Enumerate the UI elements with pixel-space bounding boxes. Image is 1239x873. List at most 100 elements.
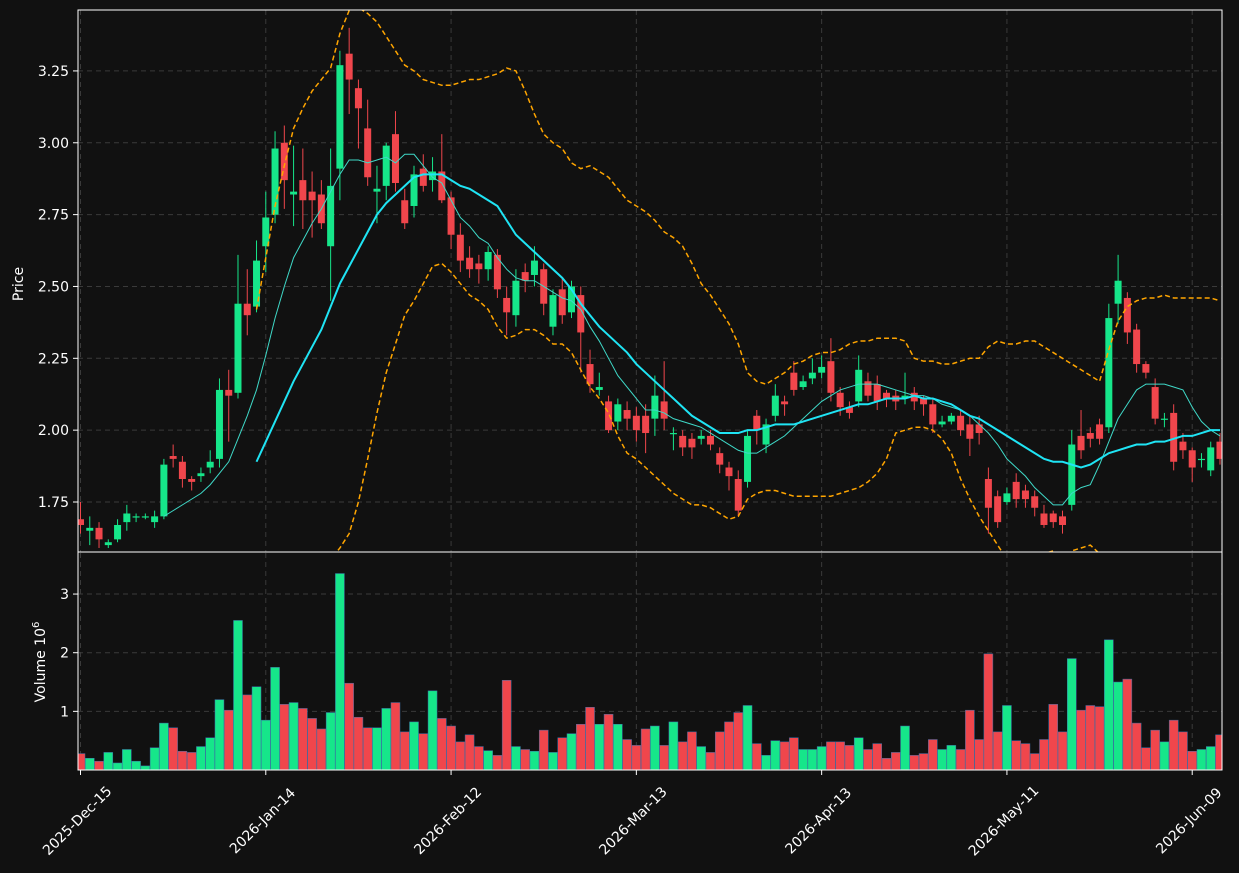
volume-bar	[1196, 749, 1207, 770]
candle-body	[262, 217, 270, 247]
candle-body	[1188, 450, 1196, 468]
volume-bar	[520, 749, 530, 770]
indicator-line	[255, 10, 1221, 385]
candle-body	[521, 272, 529, 281]
volume-bar	[557, 737, 567, 770]
volume-bar	[1067, 658, 1077, 770]
volume-bar	[761, 755, 771, 770]
candle-body	[308, 191, 316, 201]
candle-body	[975, 424, 983, 434]
volume-bar	[186, 752, 197, 770]
volume-bar	[131, 760, 141, 770]
volume-bar	[853, 737, 864, 770]
candle-body	[734, 479, 742, 511]
volume-bar	[1113, 681, 1123, 770]
candle-body	[623, 410, 631, 419]
volume-bar	[335, 573, 345, 770]
volume-axis-label-text: Volume 10	[33, 628, 49, 702]
volume-bar	[687, 731, 697, 770]
candle-body	[512, 280, 520, 316]
volume-bar	[1159, 741, 1170, 770]
candle-body	[1012, 481, 1020, 500]
volume-bar	[261, 719, 271, 770]
y-tick-label: 1	[60, 704, 69, 720]
candle-body	[929, 404, 937, 425]
candle-body	[327, 185, 335, 247]
volume-bar	[974, 739, 984, 770]
candle-body	[605, 401, 613, 431]
candle-body	[299, 180, 307, 201]
volume-bar	[1029, 753, 1040, 770]
volume-bar	[159, 722, 169, 770]
candle-body	[558, 289, 566, 316]
volume-bar	[381, 708, 391, 770]
volume-bar	[631, 745, 642, 770]
candle-body	[493, 254, 501, 290]
candle-body	[1133, 329, 1141, 365]
volume-bar	[214, 699, 225, 770]
volume-bar	[816, 746, 827, 770]
candle-body	[530, 260, 538, 275]
volume-bar	[233, 620, 243, 770]
volume-axis-label: Volume 106	[31, 622, 49, 703]
candle-body	[1003, 493, 1011, 502]
volume-bar	[1085, 705, 1096, 770]
volume-bar	[594, 724, 605, 770]
volume-bar	[1039, 739, 1049, 770]
y-tick-label: 2.75	[38, 208, 69, 224]
y-tick-label: 2.50	[38, 279, 69, 295]
candle-body	[215, 389, 223, 459]
candle-body	[391, 134, 399, 184]
volume-bar	[798, 749, 808, 770]
candle-body	[280, 142, 288, 181]
candle-body	[1197, 458, 1205, 461]
indicator-line	[335, 262, 1099, 552]
volume-bar	[353, 716, 364, 770]
volume-bar	[659, 745, 669, 770]
candle-body	[225, 389, 233, 396]
candle-body	[771, 395, 779, 416]
candle-body	[549, 295, 557, 327]
y-tick-label: 2.00	[38, 423, 69, 439]
candle-body	[373, 188, 381, 192]
volume-bar	[891, 752, 901, 770]
volume-bar	[677, 741, 688, 770]
candle-body	[151, 516, 159, 523]
candle-body	[410, 174, 418, 206]
grid-layer	[78, 10, 1222, 770]
candle-body	[401, 200, 409, 224]
candle-body	[808, 372, 816, 379]
candle-body	[253, 260, 261, 307]
candle-body	[716, 453, 724, 465]
candle-body	[697, 435, 705, 439]
volume-bar	[714, 731, 725, 770]
volume-bar	[992, 731, 1003, 770]
volume-bar	[900, 725, 910, 770]
volume-bar	[168, 727, 178, 770]
volume-bar	[112, 762, 123, 770]
volume-bar	[316, 728, 327, 770]
volume-bar	[613, 724, 623, 770]
volume-bar	[1011, 740, 1021, 770]
volume-bar	[418, 733, 429, 770]
candle-body	[132, 516, 140, 518]
candle-body	[984, 479, 992, 508]
volume-bar	[928, 739, 938, 770]
candle-body	[873, 384, 881, 402]
volume-bar	[965, 709, 975, 770]
volume-bar	[279, 704, 290, 770]
volume-bar	[696, 746, 706, 770]
volume-bar	[1104, 639, 1114, 770]
candle-body	[169, 456, 177, 459]
candle-body	[920, 398, 928, 405]
volume-plot	[78, 573, 1222, 770]
volume-bar	[538, 729, 549, 770]
candle-body	[466, 257, 474, 270]
candle-body	[688, 438, 696, 448]
price-axis-label: Price	[11, 267, 27, 301]
volume-axis-exponent: 6	[31, 622, 42, 628]
volume-bar	[1131, 722, 1142, 770]
volume-bar	[733, 712, 744, 770]
candle-body	[188, 479, 196, 482]
volume-bar	[1020, 743, 1031, 770]
